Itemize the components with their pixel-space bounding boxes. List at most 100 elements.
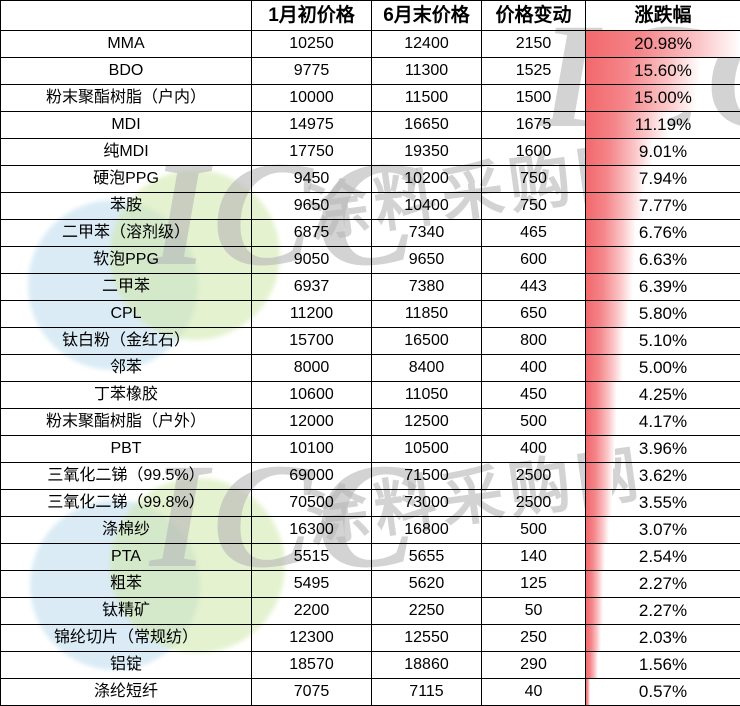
cell-product-name: 钛白粉（金红石） [1,328,252,355]
cell-jun-price: 11050 [372,382,482,409]
cell-jan-price: 18570 [252,652,372,679]
cell-pct-change: 3.96% [586,436,740,463]
pct-change-value: 5.10% [592,328,734,354]
cell-product-name: 邻苯 [1,355,252,382]
cell-jun-price: 73000 [372,490,482,517]
cell-price-change: 400 [482,436,586,463]
cell-jun-price: 8400 [372,355,482,382]
cell-pct-change: 20.98% [586,31,740,58]
cell-product-name: BDO [1,58,252,85]
cell-price-change: 1525 [482,58,586,85]
pct-data-bar [586,679,590,705]
cell-price-change: 500 [482,517,586,544]
cell-product-name: 丁苯橡胶 [1,382,252,409]
cell-price-change: 1600 [482,139,586,166]
cell-product-name: 涤纶短纤 [1,679,252,706]
cell-jan-price: 5495 [252,571,372,598]
cell-jan-price: 9450 [252,166,372,193]
cell-jun-price: 7115 [372,679,482,706]
cell-price-change: 800 [482,328,586,355]
cell-jun-price: 9650 [372,247,482,274]
cell-price-change: 750 [482,166,586,193]
cell-product-name: 二甲苯（溶剂级） [1,220,252,247]
pct-change-value: 5.80% [592,301,734,327]
pct-change-value: 11.19% [592,112,734,138]
pct-change-value: 6.39% [592,274,734,300]
pct-change-value: 4.17% [592,409,734,435]
cell-jan-price: 2200 [252,598,372,625]
cell-pct-change: 11.19% [586,112,740,139]
cell-product-name: 三氧化二锑（99.5%） [1,463,252,490]
cell-pct-change: 5.10% [586,328,740,355]
cell-jun-price: 10200 [372,166,482,193]
cell-price-change: 500 [482,409,586,436]
cell-product-name: 粉末聚酯树脂（户内） [1,85,252,112]
cell-pct-change: 3.62% [586,463,740,490]
cell-price-change: 2500 [482,463,586,490]
cell-pct-change: 3.07% [586,517,740,544]
cell-price-change: 465 [482,220,586,247]
pct-change-value: 4.25% [592,382,734,408]
cell-product-name: MMA [1,31,252,58]
pct-change-value: 3.07% [592,517,734,543]
pct-change-value: 2.27% [592,598,734,624]
pct-change-value: 6.76% [592,220,734,246]
cell-pct-change: 6.39% [586,274,740,301]
cell-product-name: PBT [1,436,252,463]
cell-jan-price: 17750 [252,139,372,166]
pct-change-value: 15.00% [592,85,734,111]
pct-change-value: 3.55% [592,490,734,516]
pct-change-value: 0.57% [592,679,734,705]
cell-price-change: 40 [482,679,586,706]
cell-pct-change: 4.25% [586,382,740,409]
cell-price-change: 2150 [482,31,586,58]
pct-change-value: 6.63% [592,247,734,273]
cell-product-name: 软泡PPG [1,247,252,274]
pct-change-value: 1.56% [592,652,734,678]
cell-pct-change: 9.01% [586,139,740,166]
cell-jun-price: 71500 [372,463,482,490]
cell-jun-price: 10400 [372,193,482,220]
column-header-product [1,1,252,31]
cell-price-change: 650 [482,301,586,328]
cell-pct-change: 1.56% [586,652,740,679]
cell-price-change: 140 [482,544,586,571]
cell-jun-price: 19350 [372,139,482,166]
cell-pct-change: 4.17% [586,409,740,436]
cell-price-change: 125 [482,571,586,598]
pct-change-value: 2.03% [592,625,734,651]
cell-pct-change: 5.00% [586,355,740,382]
cell-product-name: 三氧化二锑（99.8%） [1,490,252,517]
cell-jan-price: 10250 [252,31,372,58]
cell-product-name: CPL [1,301,252,328]
cell-price-change: 600 [482,247,586,274]
pct-change-value: 2.54% [592,544,734,570]
cell-pct-change: 3.55% [586,490,740,517]
cell-jan-price: 14975 [252,112,372,139]
cell-jun-price: 18860 [372,652,482,679]
cell-jan-price: 10600 [252,382,372,409]
cell-jun-price: 12550 [372,625,482,652]
cell-jun-price: 5620 [372,571,482,598]
cell-pct-change: 7.94% [586,166,740,193]
cell-jan-price: 69000 [252,463,372,490]
cell-product-name: 二甲苯 [1,274,252,301]
cell-price-change: 443 [482,274,586,301]
cell-price-change: 1500 [482,85,586,112]
cell-pct-change: 6.63% [586,247,740,274]
pct-change-value: 5.00% [592,355,734,381]
cell-price-change: 400 [482,355,586,382]
cell-product-name: 涤棉纱 [1,517,252,544]
cell-product-name: PTA [1,544,252,571]
